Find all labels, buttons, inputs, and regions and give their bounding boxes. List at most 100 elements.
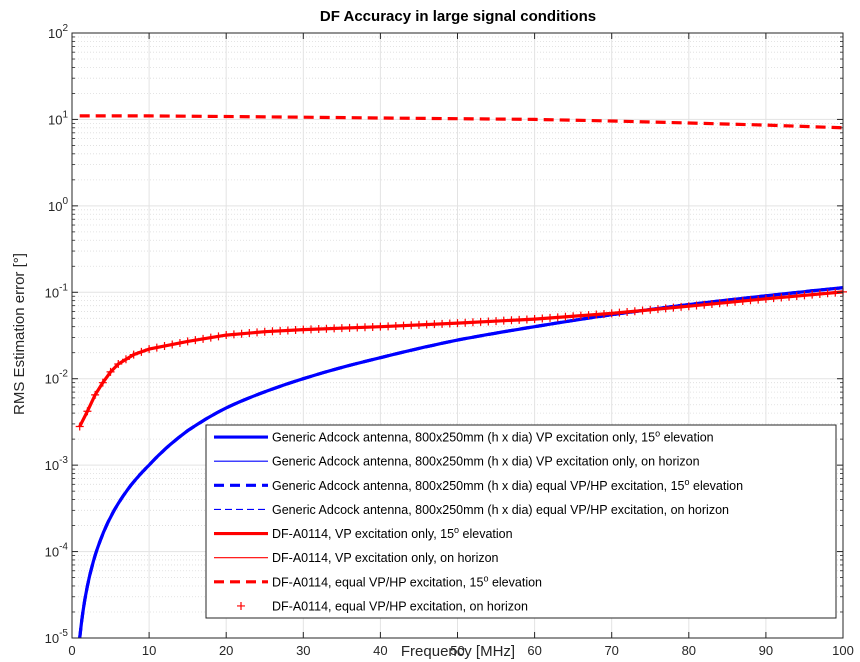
legend-marker [237,601,245,610]
y-tick-label: 10-1 [45,282,69,300]
plus-marker [738,297,747,306]
plus-marker [808,290,817,299]
plus-marker [499,316,508,325]
x-axis-label: Frequency [MHz] [401,643,515,660]
plus-marker [268,327,277,336]
plus-marker [453,319,462,328]
x-tick-label: 60 [527,643,541,658]
plus-marker [723,298,732,307]
plus-marker [237,329,246,338]
plus-marker [229,330,238,339]
plus-marker [677,302,686,311]
x-tick-label: 100 [832,643,854,658]
plus-marker [546,313,555,322]
plus-marker [368,322,377,331]
plus-marker [98,378,107,387]
plus-marker [731,297,740,306]
plus-marker [715,299,724,308]
plus-marker [206,333,215,342]
plus-marker [175,338,184,347]
plus-marker [800,291,809,300]
plus-marker [75,422,84,431]
plus-marker [761,294,770,303]
plus-marker [792,292,801,301]
plus-marker [777,293,786,302]
plus-marker [785,292,794,301]
x-tick-label: 70 [604,643,618,658]
plus-marker [445,319,454,328]
y-tick-label: 101 [48,109,68,127]
plus-marker [191,336,200,345]
x-tick-label: 90 [759,643,773,658]
plus-marker [121,355,130,364]
plus-marker [283,326,292,335]
plus-marker [630,307,639,316]
plus-marker [222,331,231,340]
series-8 [75,287,847,431]
plus-marker [492,317,501,326]
plus-marker [599,309,608,318]
plus-marker [461,318,470,327]
plus-marker [307,325,316,334]
plus-marker [530,315,539,324]
plus-marker [422,320,431,329]
plus-marker [468,318,477,327]
plus-marker [592,310,601,319]
series-7 [79,114,844,130]
plus-marker [438,319,447,328]
plus-marker [515,315,524,324]
plus-marker [484,317,493,326]
plus-marker [314,325,323,334]
plus-marker [214,332,223,341]
y-axis-label: RMS Estimation error [°] [11,253,28,415]
y-tick-label: 102 [48,23,68,41]
plus-marker [754,295,763,304]
plus-marker [507,316,516,325]
plus-marker [646,305,655,314]
plus-marker [183,337,192,346]
plus-marker [145,345,154,354]
x-tick-label: 20 [219,643,233,658]
plus-marker [106,367,115,376]
plus-marker [330,324,339,333]
plus-marker [746,296,755,305]
legend-label: DF-A0114, VP excitation only, 15o elevat… [272,525,513,541]
plus-marker [299,325,308,334]
plus-marker [291,326,300,335]
plus-marker [553,313,562,322]
plus-marker [199,334,208,343]
x-tick-label: 40 [373,643,387,658]
plus-marker [769,294,778,303]
plus-marker [692,301,701,310]
plus-marker [353,323,362,332]
plus-marker [638,306,647,315]
chart-title: DF Accuracy in large signal conditions [320,8,596,25]
plus-marker [260,327,269,336]
legend-label: DF-A0114, equal VP/HP excitation, on hor… [272,599,528,613]
legend-label: Generic Adcock antenna, 800x250mm (h x d… [272,455,700,469]
plus-marker [345,323,354,332]
plus-marker [661,304,670,313]
plus-marker [114,359,123,368]
x-axis-ticks: 0 10 20 30 40 50 60 70 80 90 100 [68,33,854,658]
plus-marker [615,308,624,317]
legend-label: Generic Adcock antenna, 800x250mm (h x d… [272,477,743,493]
series-line [79,287,844,639]
y-tick-label: 10-5 [45,628,69,646]
plus-marker [522,315,531,324]
x-tick-label: 30 [296,643,310,658]
plus-marker [707,299,716,308]
y-tick-label: 100 [48,196,68,214]
x-tick-label: 10 [142,643,156,658]
series-4 [79,287,844,639]
plus-marker [391,321,400,330]
y-tick-label: 10-4 [45,542,69,560]
plus-marker [376,322,385,331]
plus-marker [407,321,416,330]
y-tick-label: 10-3 [45,455,69,473]
series-line [79,114,844,130]
plus-marker [700,300,709,309]
series-layer [75,114,847,639]
plus-marker [584,311,593,320]
